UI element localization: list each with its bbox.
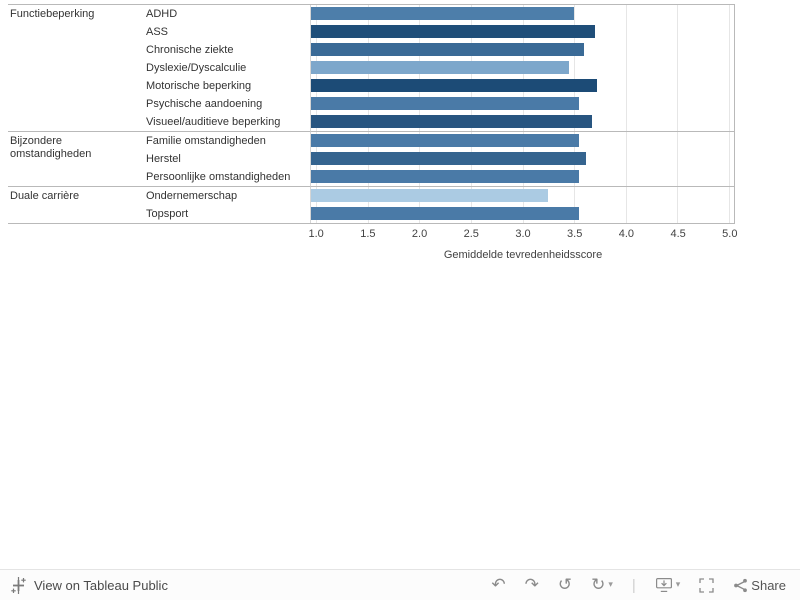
bar[interactable] [311,97,580,110]
bar-row [311,187,734,205]
row-label: ASS [146,26,169,38]
view-on-tableau-public-link[interactable]: View on Tableau Public [10,576,168,594]
gridline [677,187,679,223]
toolbar-separator: | [631,576,636,594]
row-label: Chronische ziekte [146,44,234,56]
bar[interactable] [311,207,580,220]
redo-button[interactable]: ↷ [524,574,539,595]
gridline [728,5,730,131]
bar-row [311,113,734,131]
row-labels-column: Ondernemerschap Topsport [144,186,310,223]
tableau-footer: View on Tableau Public ↶ ↷ ↺ ↻ ▾ | [0,569,800,600]
tableau-logo-icon [10,576,27,594]
gridline [470,187,472,223]
x-axis-tick: 4.0 [618,228,635,240]
bar-row [311,168,734,186]
plot-pane [310,131,735,186]
fullscreen-button[interactable] [699,577,714,593]
bar-row [311,23,734,41]
redo-icon: ↷ [524,574,539,595]
bar-row [311,150,734,168]
bar-row [311,41,734,59]
plot-pane [310,186,735,223]
gridline [419,187,421,223]
x-axis-title: Gemiddelde tevredenheidsscore [443,249,603,261]
bar[interactable] [311,115,592,128]
bar[interactable] [311,25,595,38]
row-label: Visueel/auditieve beperking [146,116,281,128]
replay-speed-caret-icon: ▾ [608,579,613,590]
reset-button[interactable]: ↺ [557,574,573,595]
bar[interactable] [311,61,569,74]
row-group-label: Duale carrière [8,186,144,223]
x-axis-tick: 5.0 [722,228,738,240]
gridline [367,187,369,223]
undo-button[interactable]: ↶ [491,574,506,595]
bar-row [311,59,734,77]
gridline [574,187,576,223]
reset-icon: ↺ [557,574,573,595]
gridline [574,5,576,131]
gridline [522,187,524,223]
replay-button[interactable]: ↻ ▾ [591,574,613,595]
bar-row [311,77,734,95]
gridline [728,187,730,223]
bar-row [311,205,734,223]
view-on-tableau-public-label: View on Tableau Public [34,577,168,593]
download-icon [655,577,673,593]
bar[interactable] [311,189,549,202]
bar[interactable] [311,79,597,92]
share-button[interactable]: Share [733,578,786,593]
download-caret-icon: ▾ [675,579,681,590]
bar[interactable] [311,152,587,165]
share-icon [733,578,748,593]
bar-row [311,132,734,150]
bar-chart: Functiebeperking ADHD ASS Chronische ziekte… [8,4,735,224]
row-label: Persoonlijke omstandigheden [146,171,291,183]
download-button[interactable]: ▾ [655,577,681,593]
row-group-label: Bijzondere omstandigheden [8,131,144,186]
x-axis-tick: 2.5 [463,228,479,240]
bar[interactable] [311,170,580,183]
gridline [677,5,679,131]
plot-pane [310,5,735,131]
x-axis-tick: 3.5 [567,228,583,240]
share-label: Share [751,577,786,593]
viz-toolbar: ↶ ↷ ↺ ↻ ▾ | [491,574,786,595]
bar-row [311,95,734,113]
x-axis-tick: 1.0 [308,228,324,240]
row-label: Motorische beperking [146,80,252,92]
gridline [677,132,679,186]
undo-icon: ↶ [491,574,506,595]
replay-icon: ↻ [591,574,606,595]
row-label: Psychische aandoening [146,98,263,110]
bar[interactable] [311,43,585,56]
gridline [625,132,627,186]
row-label: Topsport [146,208,189,220]
row-labels-column: Familie omstandigheden Herstel Persoonlijk… [144,131,310,186]
x-axis-tick: 3.0 [515,228,531,240]
row-label: ADHD [146,8,178,20]
bar-row [311,5,734,23]
row-labels-column: ADHD ASS Chronische ziekte Dyslexie/Dyscalc… [144,5,310,131]
row-label: Familie omstandigheden [146,135,266,147]
x-axis-tick: 1.5 [360,228,376,240]
gridline [316,187,318,223]
x-axis-tick: 4.5 [670,228,686,240]
gridline [625,187,627,223]
row-group-label: Functiebeperking [10,8,95,20]
bar[interactable] [311,134,580,147]
row-label: Dyslexie/Dyscalculie [146,62,247,74]
row-label: Ondernemerschap [146,190,238,202]
row-label: Herstel [146,153,181,165]
fullscreen-icon [699,577,714,593]
bar[interactable] [311,7,575,20]
gridline [728,132,730,186]
gridline [625,5,627,131]
x-axis: 1.0 1.5 2.0 2.5 3.0 3.5 4.0 4.5 5.0 [308,228,738,242]
x-axis-tick: 2.0 [411,228,428,240]
